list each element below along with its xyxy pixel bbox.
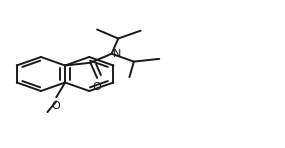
Text: N: N [113,49,121,59]
Text: O: O [51,101,60,111]
Text: O: O [93,82,101,92]
